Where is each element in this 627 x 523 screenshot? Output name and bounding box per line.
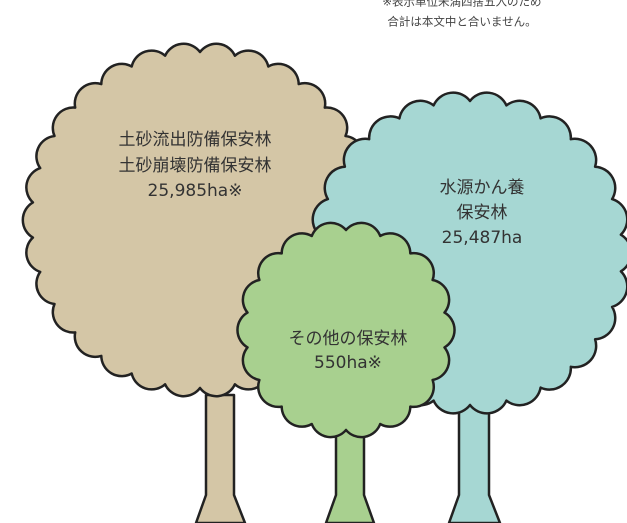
tree-label: 土砂流出防備保安林 土砂崩壊防備保安林 25,985ha※ bbox=[119, 130, 272, 201]
tree-area: 25,985ha※ bbox=[148, 181, 243, 201]
tree-crown bbox=[236, 221, 456, 439]
tree-label: その他の保安林 550ha※ bbox=[289, 329, 408, 373]
trunk bbox=[194, 393, 247, 523]
crowns bbox=[21, 42, 627, 439]
tree-name: 保安林 bbox=[457, 203, 508, 223]
tree-name: その他の保安林 bbox=[289, 329, 408, 349]
note-line: 合計は本文中と合いません。 bbox=[387, 15, 536, 29]
tree-area: 25,487ha bbox=[442, 228, 523, 248]
note-line: ※表示単位未満四捨五入のため bbox=[382, 0, 541, 9]
tree-area: 550ha※ bbox=[314, 353, 382, 373]
tree-name: 土砂流出防備保安林 bbox=[119, 130, 272, 150]
tree-name: 土砂崩壊防備保安林 bbox=[119, 156, 272, 176]
tree-label: 水源かん養 保安林 25,487ha bbox=[440, 178, 525, 248]
tree-name: 水源かん養 bbox=[440, 178, 525, 198]
